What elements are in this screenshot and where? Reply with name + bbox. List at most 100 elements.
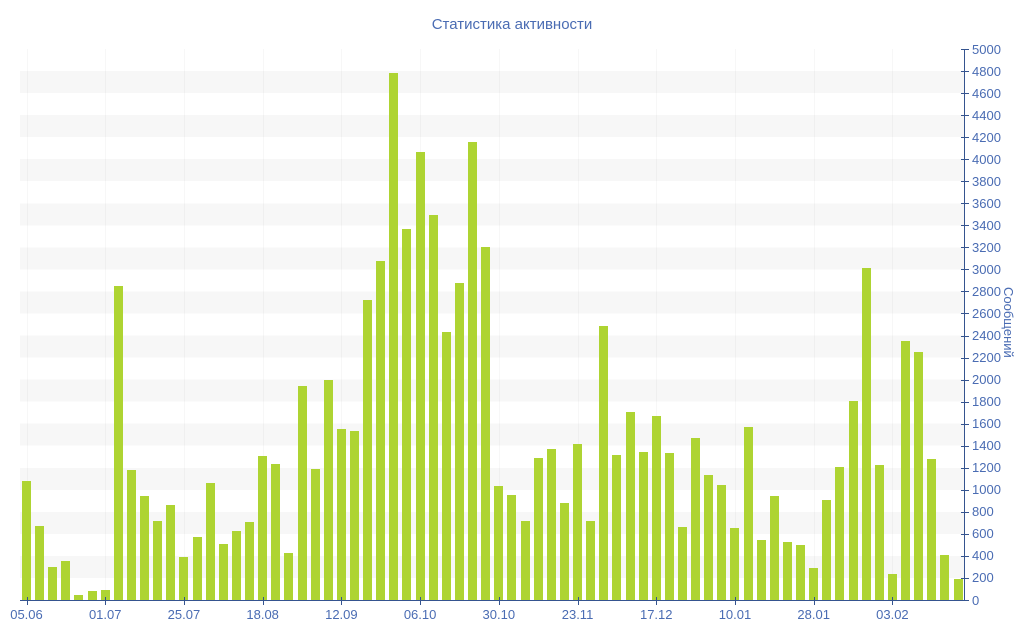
vertical-gridline (656, 49, 658, 600)
bar[interactable] (336, 429, 346, 600)
y-axis-tick (961, 269, 969, 271)
x-axis-tick-label: 06.10 (403, 607, 437, 622)
bar[interactable] (848, 401, 858, 600)
y-axis-tick (961, 115, 969, 117)
bar[interactable] (756, 539, 766, 600)
bar[interactable] (507, 495, 517, 600)
y-axis-tick-label: 600 (972, 526, 994, 542)
bar[interactable] (914, 352, 924, 600)
bar[interactable] (481, 247, 491, 600)
y-axis-tick-label: 3800 (972, 173, 1001, 189)
bar[interactable] (651, 415, 661, 600)
bar[interactable] (559, 503, 569, 600)
bar[interactable] (179, 557, 189, 600)
bar[interactable] (231, 530, 241, 600)
y-axis-tick (961, 203, 969, 205)
bar[interactable] (769, 496, 779, 600)
bar[interactable] (389, 73, 399, 600)
bar[interactable] (743, 427, 753, 600)
bar[interactable] (428, 215, 438, 600)
y-axis-tick (961, 291, 969, 293)
bar[interactable] (297, 386, 307, 600)
bar[interactable] (363, 300, 373, 600)
bar[interactable] (61, 560, 71, 600)
bar[interactable] (454, 282, 464, 600)
y-axis-tick (961, 379, 969, 381)
bar[interactable] (835, 466, 845, 600)
y-axis-tick-label: 400 (972, 548, 994, 564)
y-axis-line (964, 49, 965, 601)
bar[interactable] (468, 141, 478, 600)
bar[interactable] (809, 568, 819, 600)
bar[interactable] (494, 485, 504, 600)
bar[interactable] (887, 574, 897, 600)
bar[interactable] (638, 452, 648, 600)
bar[interactable] (284, 552, 294, 600)
bar[interactable] (612, 454, 622, 600)
bar[interactable] (546, 449, 556, 600)
bar[interactable] (376, 260, 386, 600)
bar[interactable] (573, 443, 583, 600)
y-axis-tick-label: 0 (972, 592, 980, 608)
bar[interactable] (625, 411, 635, 600)
vertical-gridline (498, 49, 500, 600)
bar[interactable] (87, 591, 97, 600)
y-axis-tick-label: 200 (972, 570, 994, 586)
y-axis-tick-label: 2400 (972, 328, 1001, 344)
bar[interactable] (166, 505, 176, 600)
bar[interactable] (940, 554, 950, 600)
bar[interactable] (205, 483, 215, 600)
vertical-gridline (813, 49, 815, 600)
y-axis-tick-label: 4600 (972, 85, 1001, 101)
x-axis-tick (498, 597, 500, 605)
bar[interactable] (258, 455, 268, 600)
bar[interactable] (599, 325, 609, 600)
y-axis-tick-label: 4000 (972, 151, 1001, 167)
bar[interactable] (586, 520, 596, 600)
bar[interactable] (113, 285, 123, 600)
vertical-gridline (734, 49, 736, 600)
bar[interactable] (730, 527, 740, 600)
y-axis-tick (961, 313, 969, 315)
bar[interactable] (664, 453, 674, 600)
y-axis-tick (961, 445, 969, 447)
y-axis-tick-label: 2200 (972, 350, 1001, 366)
y-axis-tick (961, 49, 969, 50)
bar[interactable] (22, 480, 31, 600)
bar[interactable] (533, 457, 543, 600)
bar[interactable] (927, 458, 937, 600)
bar[interactable] (901, 341, 911, 600)
bar[interactable] (100, 590, 110, 600)
vertical-gridline (183, 49, 185, 600)
bar[interactable] (153, 520, 163, 600)
bar[interactable] (822, 500, 832, 600)
bar[interactable] (796, 545, 806, 600)
bar[interactable] (691, 438, 701, 600)
y-axis-tick-label: 1000 (972, 482, 1001, 498)
bar[interactable] (245, 521, 255, 600)
bar[interactable] (782, 542, 792, 600)
bar[interactable] (140, 495, 150, 600)
bar[interactable] (323, 379, 333, 600)
bar[interactable] (35, 526, 45, 600)
bar[interactable] (953, 579, 963, 600)
bar[interactable] (74, 595, 84, 600)
bar[interactable] (402, 228, 412, 600)
bar[interactable] (520, 520, 530, 600)
bar[interactable] (350, 430, 359, 600)
bar[interactable] (861, 268, 871, 600)
bar[interactable] (48, 566, 58, 600)
x-axis-tick (26, 597, 28, 605)
bar[interactable] (310, 468, 320, 600)
bar[interactable] (441, 332, 451, 600)
bar[interactable] (126, 469, 136, 600)
bar[interactable] (874, 465, 884, 600)
bar[interactable] (218, 544, 228, 600)
bar[interactable] (704, 475, 714, 600)
bar[interactable] (192, 537, 202, 600)
bar[interactable] (717, 485, 727, 600)
bar[interactable] (415, 151, 425, 600)
bar[interactable] (678, 527, 687, 600)
bar[interactable] (271, 464, 281, 600)
y-axis-tick-label: 4400 (972, 107, 1001, 123)
